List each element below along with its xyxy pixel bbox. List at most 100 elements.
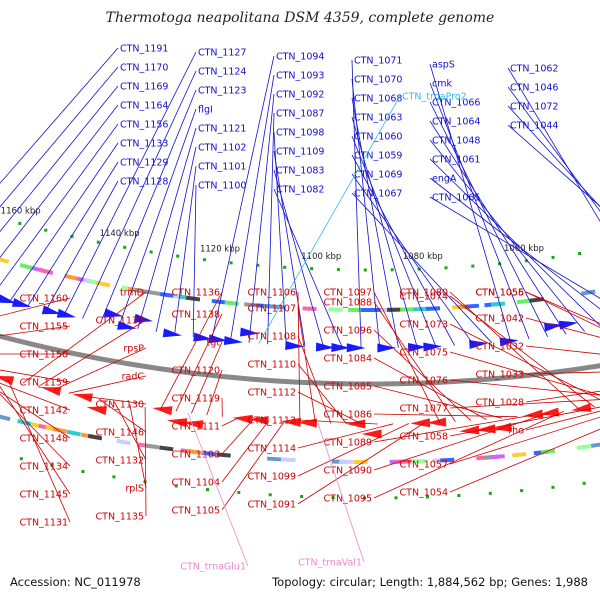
reverse-gene-leader (191, 341, 223, 414)
reverse-gene-leader (144, 406, 147, 517)
reverse-gene-leader (297, 423, 394, 449)
scale-label: 1160 kbp (1, 206, 41, 216)
reverse-gene-label: CTN_1099 (248, 472, 296, 483)
reverse-gene-leader (373, 414, 533, 443)
forward-gene-leader (174, 165, 197, 335)
reverse-gene-arrow (459, 425, 480, 435)
reverse-gene-label: CTN_1084 (324, 354, 372, 365)
reverse-gene-label: CTN_1142 (20, 406, 68, 417)
forward-gene-arrow (41, 305, 62, 315)
forward-gene-label: flgI (198, 105, 213, 116)
ring-tick (81, 470, 85, 473)
forward-gene-leader (0, 85, 119, 233)
forward-gene-label: CTN_1066 (432, 98, 480, 109)
scale-label: 1060 kbp (504, 244, 544, 254)
reverse-gene-leader (68, 375, 147, 394)
cog-block-reverse (17, 418, 32, 427)
reverse-gene-leader (0, 297, 71, 317)
reverse-gene-label: CTN_1086 (324, 410, 372, 421)
reverse-gene-arrow (232, 414, 253, 424)
reverse-gene-leader (297, 419, 378, 425)
forward-gene-leader (507, 105, 600, 208)
forward-gene-label: aspS (432, 60, 455, 71)
reverse-gene-leader (373, 413, 518, 418)
forward-gene-leader (351, 154, 455, 346)
topology-summary: Topology: circular; Length: 1,884,562 bp… (271, 575, 588, 589)
forward-gene-leader (273, 131, 287, 346)
forward-gene-arrow (208, 334, 228, 344)
ring-tick (551, 485, 555, 489)
forward-gene-label: CTN_1156 (120, 120, 168, 131)
forward-gene-leader (429, 139, 586, 332)
scale-label: 1080 kbp (403, 252, 443, 262)
reverse-gene-leader (297, 307, 316, 424)
reverse-gene-label: CTN_1090 (324, 466, 372, 477)
forward-gene-leader (82, 70, 197, 319)
forward-gene-arrow (117, 321, 137, 330)
forward-gene-arrow (544, 322, 563, 332)
scale-label: 1140 kbp (100, 229, 140, 239)
ring-tick (268, 493, 272, 497)
cog-block-forward (490, 301, 506, 307)
forward-gene-arrow (0, 294, 17, 304)
reverse-gene-arrow (345, 419, 366, 429)
forward-gene-arrow (162, 328, 182, 338)
forward-gene-leader (273, 188, 343, 348)
rna-reverse-gene-leader (317, 422, 365, 563)
forward-gene-arrow (331, 343, 351, 352)
reverse-gene-label: CTN_1131 (20, 518, 68, 529)
reverse-gene-label: CTN_1105 (172, 506, 220, 517)
forward-gene-arrow (469, 340, 489, 349)
forward-gene-label: CTN_1129 (120, 158, 168, 169)
forward-gene-label: CTN_1170 (120, 63, 168, 74)
forward-gene-label: CTN_1067 (354, 189, 402, 200)
forward-gene-leader (429, 196, 600, 299)
forward-gene-leader (0, 47, 119, 184)
forward-gene-label: CTN_1169 (120, 82, 168, 93)
reverse-gene-leader (525, 390, 600, 403)
reverse-gene-leader (449, 399, 600, 409)
ring-tick (457, 494, 461, 497)
reverse-gene-leader (221, 420, 270, 483)
genome-backbone (0, 333, 600, 387)
forward-gene-leader (351, 192, 493, 344)
reverse-gene-label: CTN_1132 (96, 456, 144, 467)
cog-block-forward (211, 298, 226, 305)
ring-tick (471, 264, 475, 268)
ring-tick (520, 489, 524, 493)
rna-reverse-gene-label: CTN_trnaGlu1 (180, 562, 246, 573)
reverse-gene-leader (449, 416, 600, 465)
forward-gene-leader (230, 74, 275, 342)
forward-gene-label: CTN_1128 (120, 177, 168, 188)
reverse-gene-label: CTN_1103 (172, 450, 220, 461)
forward-gene-label: CTN_1124 (198, 67, 246, 78)
reverse-gene-label: CTN_1110 (248, 360, 296, 371)
reverse-gene-arrow (523, 409, 544, 419)
reverse-gene-label: CTN_1113 (248, 416, 296, 427)
cog-block-reverse (440, 457, 455, 463)
cog-block-forward (387, 307, 402, 312)
cog-block-forward (413, 306, 428, 312)
forward-gene-label: CTN_1121 (198, 124, 246, 135)
ring-tick (363, 268, 367, 272)
reverse-gene-leader (297, 363, 347, 425)
cog-block-forward (367, 307, 382, 313)
forward-gene-leader (507, 67, 600, 223)
reverse-gene-label: CTN_1114 (248, 444, 296, 455)
cog-block-reverse (144, 443, 160, 450)
ring-tick (19, 457, 23, 461)
reverse-gene-leader (449, 406, 600, 437)
reverse-gene-label: tgt (207, 338, 221, 349)
reverse-gene-label: CTN_1085 (324, 382, 372, 393)
reverse-gene-label: CTN_1089 (324, 438, 372, 449)
reverse-gene-label: CTN_1057 (400, 460, 448, 471)
reverse-gene-leader (175, 313, 223, 412)
reverse-gene-arrow (183, 420, 204, 430)
forward-gene-leader (155, 146, 197, 332)
forward-gene-label: CTN_1048 (432, 136, 480, 147)
forward-gene-leader (351, 97, 399, 348)
reverse-gene-label: CTN_1097 (324, 288, 372, 299)
reverse-gene-label: CTN_1107 (248, 304, 296, 315)
cog-block-forward (159, 291, 175, 299)
